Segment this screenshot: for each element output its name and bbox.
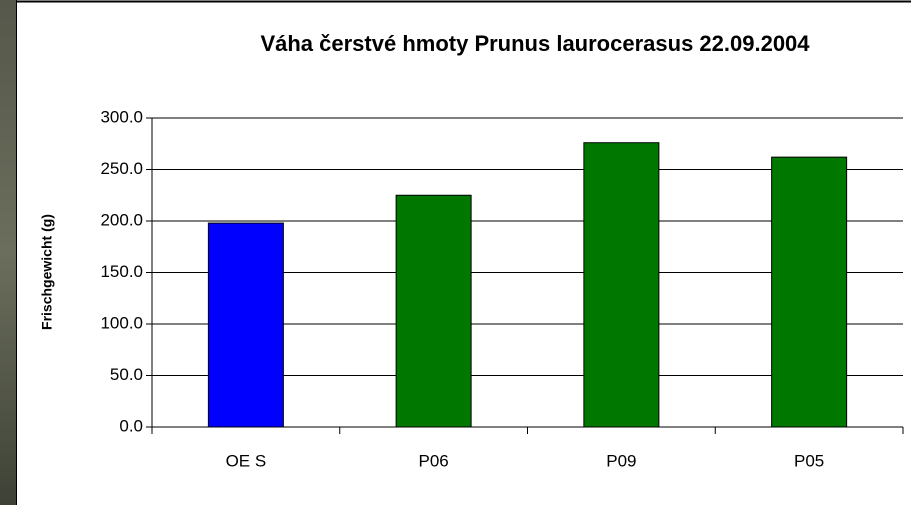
- bar: [396, 195, 471, 427]
- bar: [772, 157, 847, 427]
- x-tick-label: OE S: [226, 451, 267, 470]
- bar: [208, 223, 283, 427]
- bar: [584, 143, 659, 427]
- y-tick-label: 200.0: [100, 210, 143, 229]
- y-tick-label: 50.0: [110, 365, 143, 384]
- chart: Váha čerstvé hmoty Prunus laurocerasus 2…: [0, 0, 911, 505]
- page: Váha čerstvé hmoty Prunus laurocerasus 2…: [0, 0, 911, 505]
- x-tick-label: P06: [419, 451, 449, 470]
- x-tick-label: P09: [606, 451, 636, 470]
- y-tick-label: 250.0: [100, 159, 143, 178]
- y-tick-label: 0.0: [119, 416, 143, 435]
- y-axis-label: Frischgewicht (g): [39, 214, 55, 330]
- y-tick-label: 150.0: [100, 262, 143, 281]
- chart-title: Váha čerstvé hmoty Prunus laurocerasus 2…: [260, 31, 810, 56]
- x-tick-label: P05: [794, 451, 824, 470]
- background-strip: [0, 0, 16, 505]
- y-tick-label: 300.0: [100, 107, 143, 126]
- y-tick-label: 100.0: [100, 313, 143, 332]
